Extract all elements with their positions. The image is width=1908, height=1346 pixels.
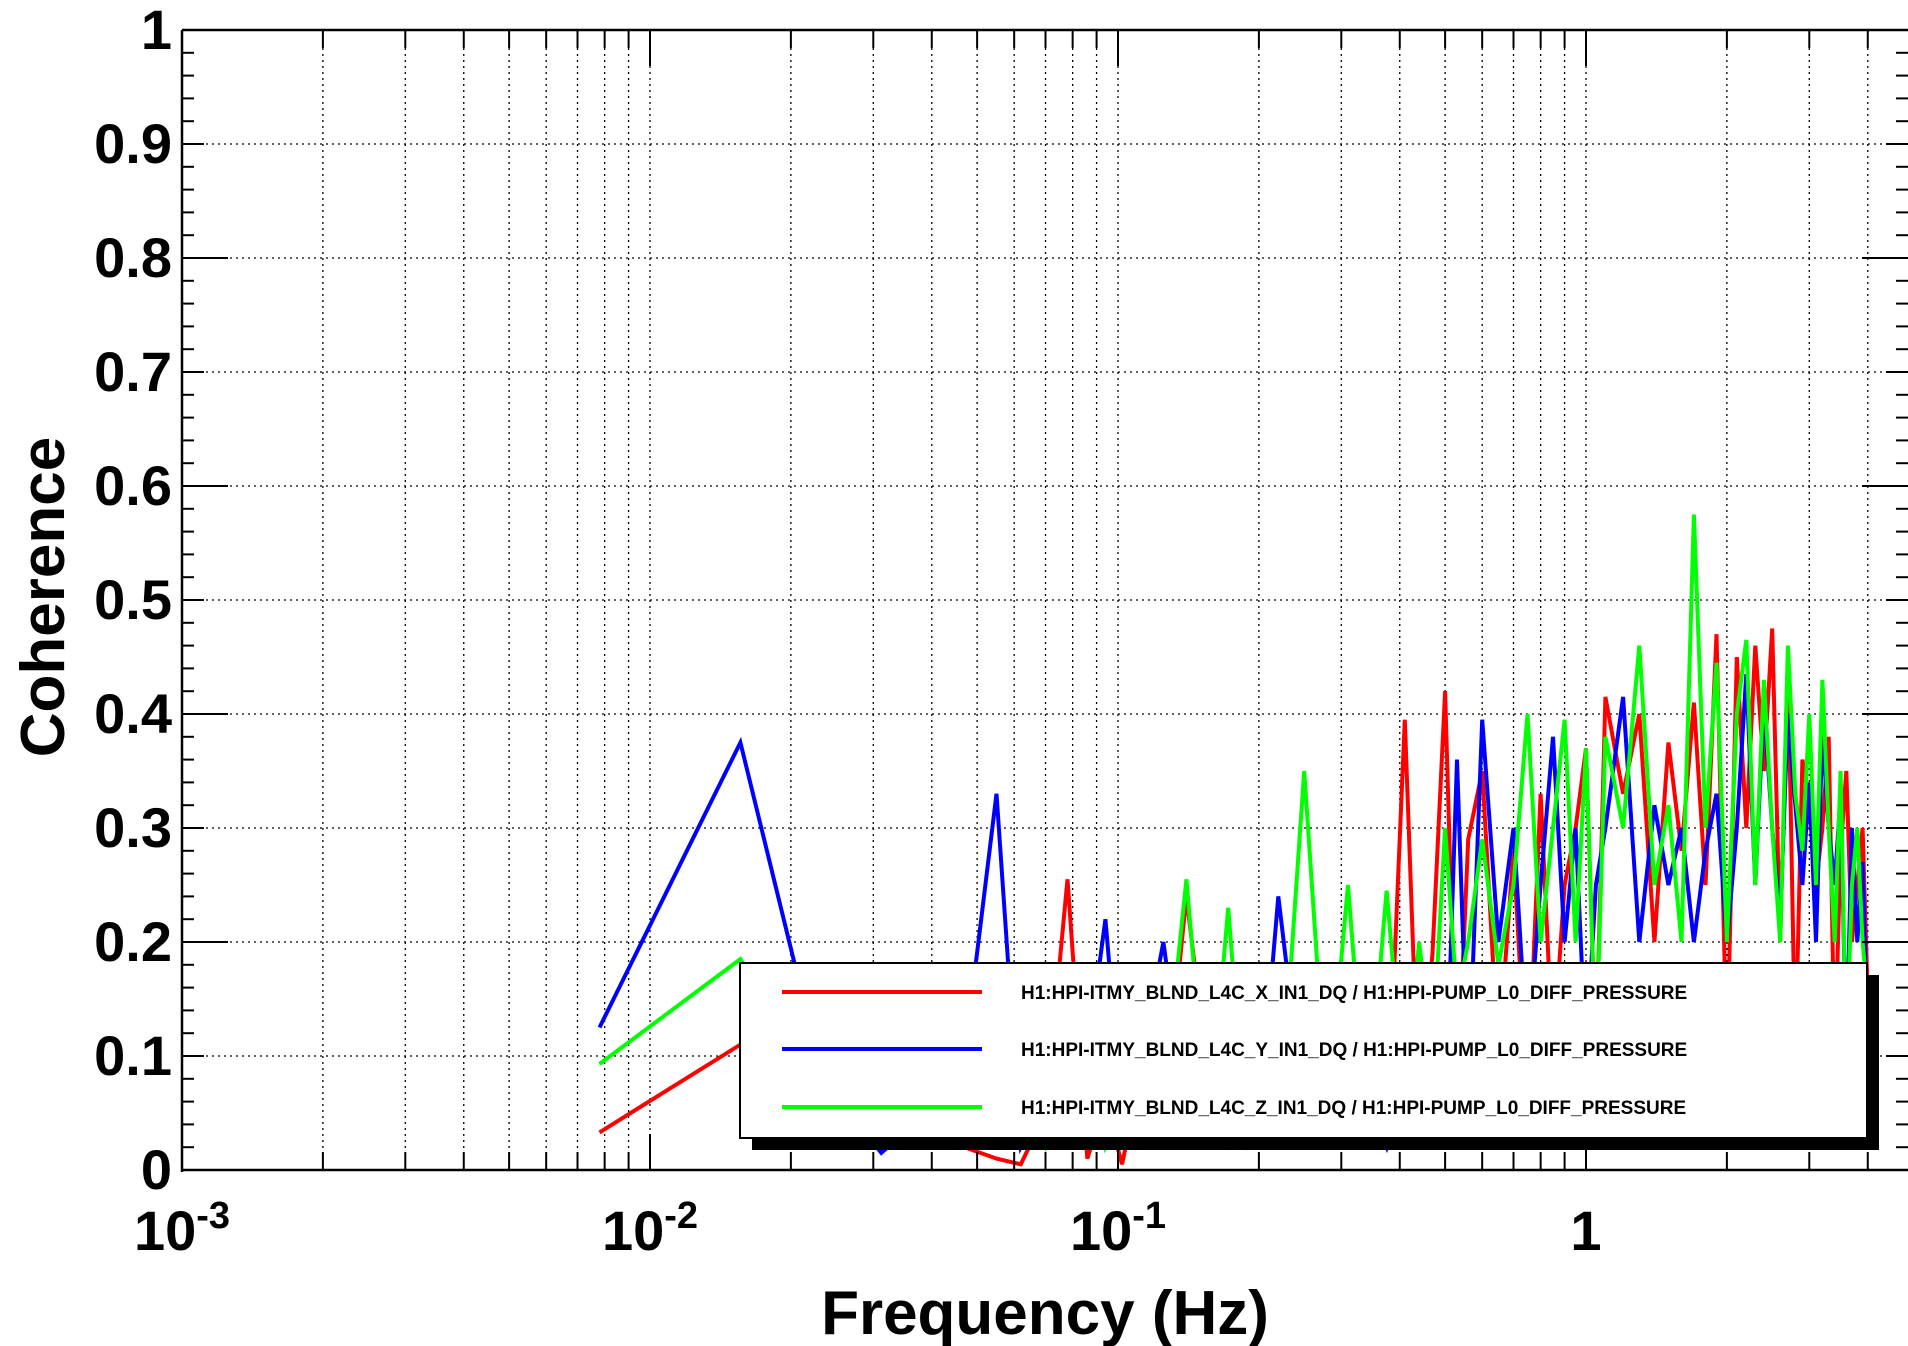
y-tick-label: 1 [141,0,172,61]
x-tick-label: 10-3 [134,1195,230,1262]
x-tick-label: 1 [1570,1199,1601,1262]
y-tick-label: 0.5 [94,568,172,631]
y-tick-label: 0.3 [94,796,172,859]
axis-ticks [181,29,1908,1171]
x-tick-labels: 10-3 10-2 10-1 1 [134,1195,1602,1262]
y-tick-label: 0.6 [94,454,172,517]
y-axis-title: Coherence [9,437,78,757]
y-tick-label: 0.2 [94,910,172,973]
legend-label-1: H1:HPI-ITMY_BLND_L4C_X_IN1_DQ / H1:HPI-P… [1021,983,1687,1004]
x-tick-label: 10-2 [602,1195,698,1262]
legend-label-2: H1:HPI-ITMY_BLND_L4C_Y_IN1_DQ / H1:HPI-P… [1021,1040,1687,1061]
x-axis-title: Frequency (Hz) [821,1279,1269,1346]
y-tick-label: 0.1 [94,1024,172,1087]
x-tick-label: 10-1 [1070,1195,1166,1262]
y-tick-label: 0 [141,1138,172,1201]
legend: H1:HPI-ITMY_BLND_L4C_X_IN1_DQ / H1:HPI-P… [739,962,1879,1150]
y-tick-labels: 0 0.1 0.2 0.3 0.4 0.5 0.6 0.7 0.8 0.9 1 [94,0,172,1201]
y-tick-label: 0.9 [94,112,172,175]
y-tick-label: 0.7 [94,340,172,403]
y-tick-label: 0.4 [94,682,172,745]
y-tick-label: 0.8 [94,226,172,289]
legend-label-3: H1:HPI-ITMY_BLND_L4C_Z_IN1_DQ / H1:HPI-P… [1021,1098,1686,1119]
